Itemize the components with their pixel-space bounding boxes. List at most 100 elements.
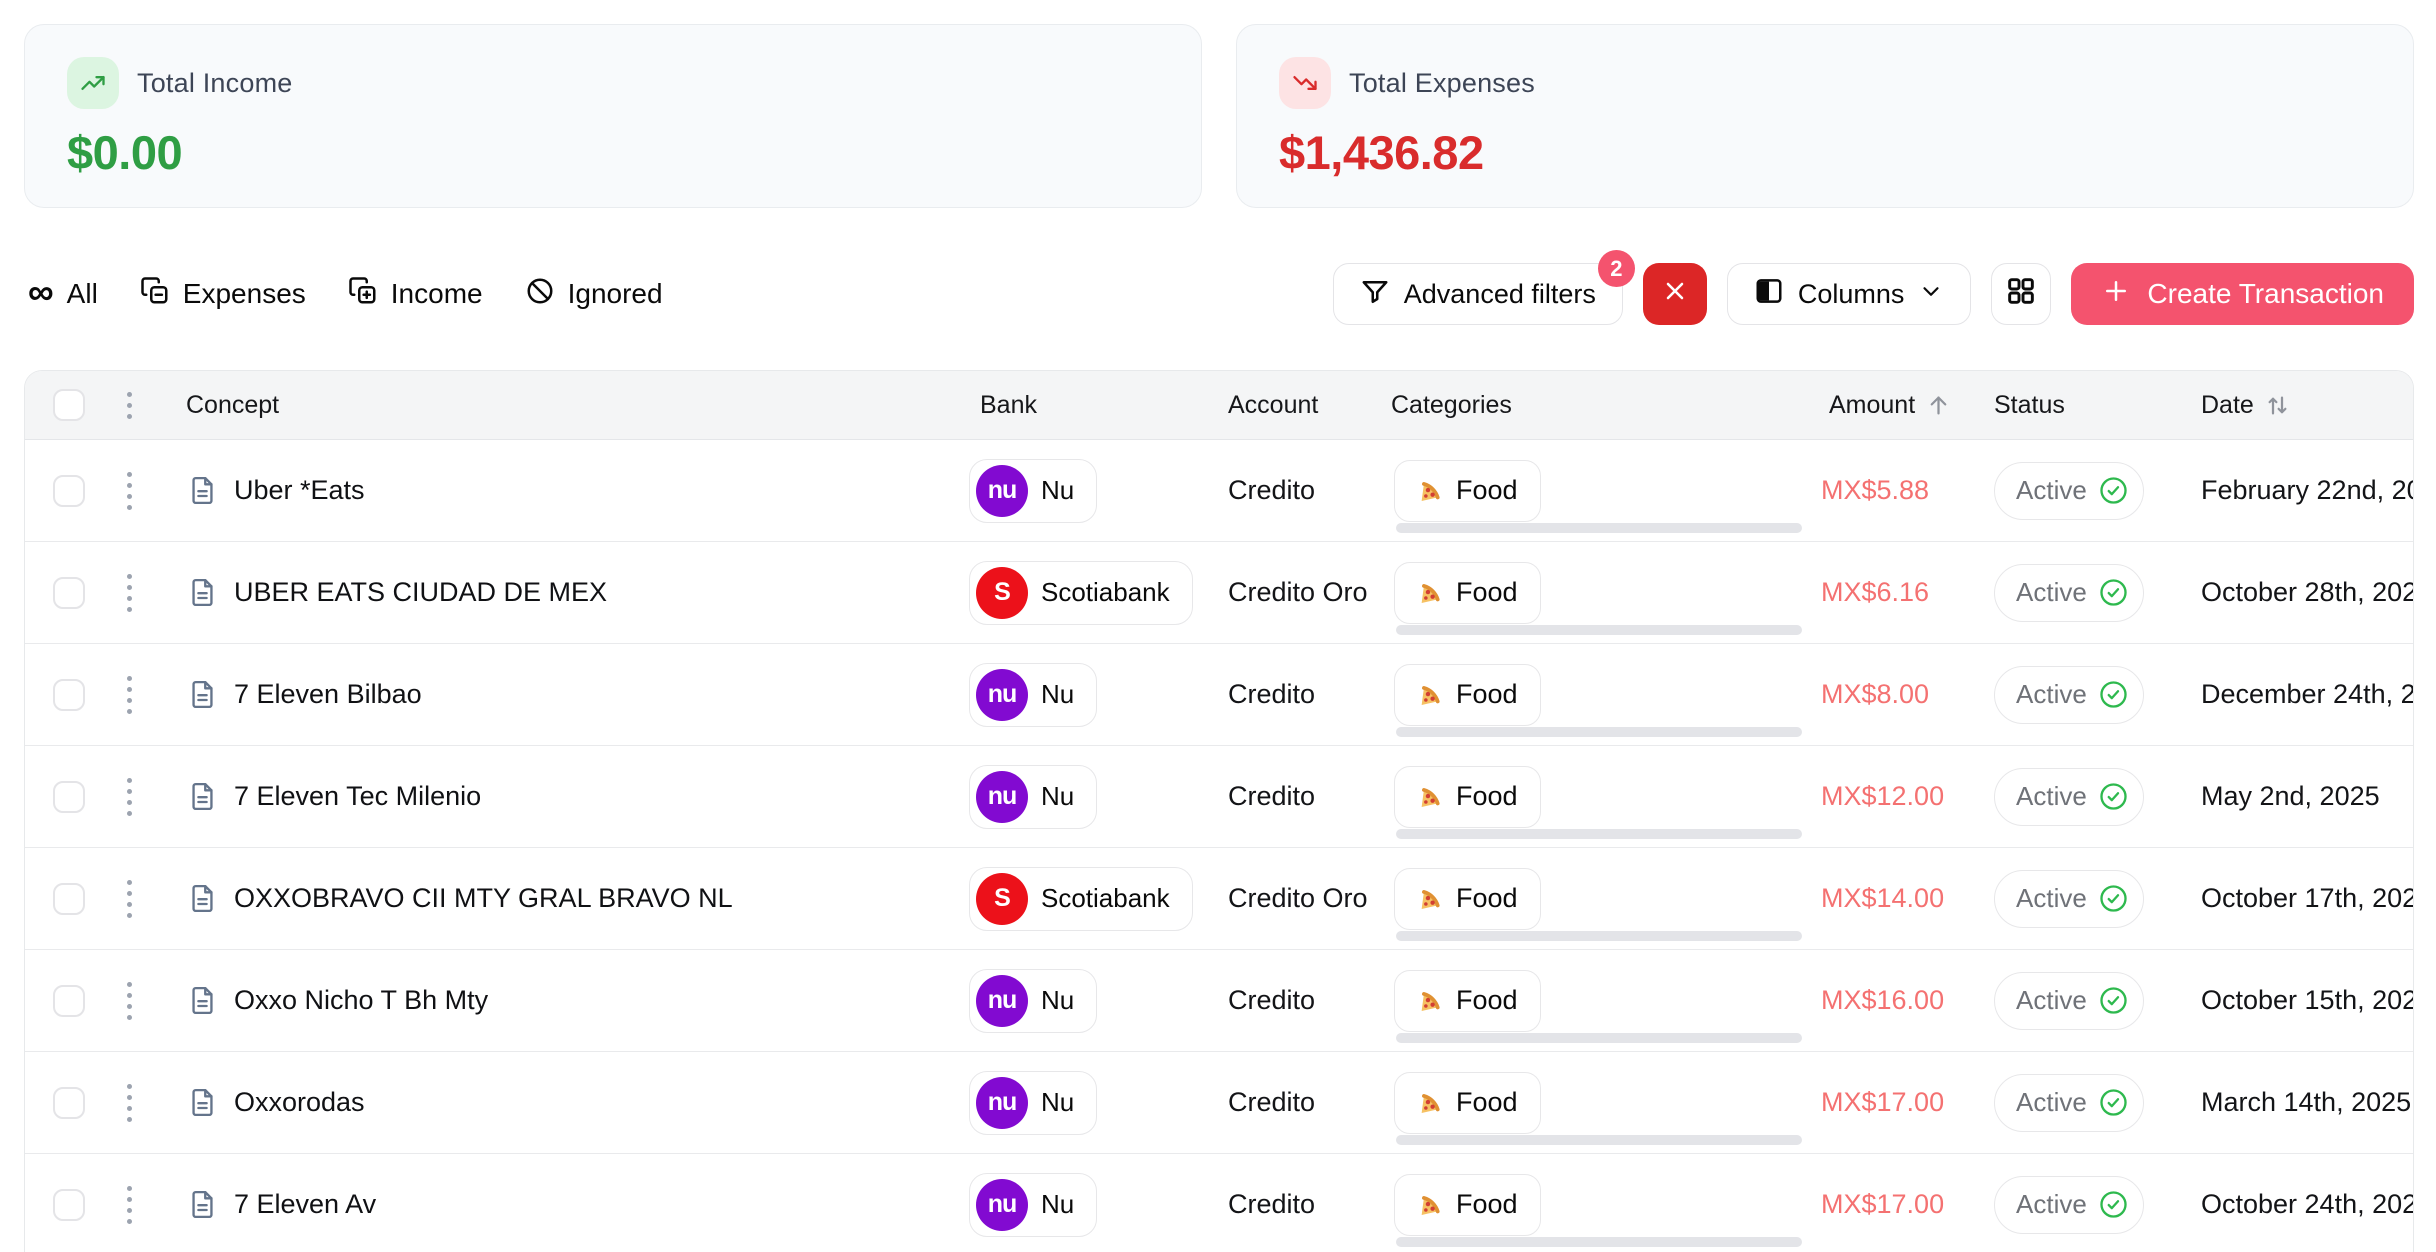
bank-badge: nu Nu <box>969 764 1098 829</box>
header-date-sort[interactable]: Date <box>2201 391 2291 420</box>
category-label: Food <box>1456 475 1518 505</box>
categories-scrollbar[interactable] <box>1396 1033 1802 1043</box>
plus-icon <box>2101 276 2131 313</box>
date-value: December 24th, 2024 <box>2201 679 2413 709</box>
bank-logo-icon: S <box>976 872 1028 925</box>
columns-label: Columns <box>1797 278 1905 309</box>
category-label: Food <box>1456 883 1518 913</box>
amount-value: MX$17.00 <box>1821 1087 1945 1117</box>
advanced-filters-button[interactable]: Advanced filters 2 <box>1332 250 1635 325</box>
row-checkbox[interactable] <box>53 474 85 507</box>
account-label: Credito <box>1228 781 1316 811</box>
category-chip: Food <box>1394 867 1541 930</box>
row-checkbox[interactable] <box>53 984 85 1017</box>
tab-ignored[interactable]: Ignored <box>525 276 663 313</box>
date-value: October 28th, 2025 <box>2201 577 2414 607</box>
pizza-icon <box>1417 1191 1444 1218</box>
bank-name: Scotiabank <box>1041 577 1170 607</box>
category-label: Food <box>1456 1189 1518 1219</box>
status-label: Active <box>2016 577 2087 607</box>
status-badge: Active <box>1994 665 2144 724</box>
tab-expenses[interactable]: Expenses <box>140 276 306 313</box>
drag-handle-icon[interactable] <box>123 1182 136 1228</box>
document-icon <box>186 678 219 711</box>
status-label: Active <box>2016 679 2087 709</box>
status-label: Active <box>2016 985 2087 1015</box>
categories-scrollbar[interactable] <box>1396 727 1802 737</box>
amount-value: MX$12.00 <box>1821 781 1945 811</box>
bank-logo-icon: nu <box>976 668 1028 721</box>
total-expenses-value: $1,436.82 <box>1279 126 1484 179</box>
bank-name: Nu <box>1041 1087 1075 1117</box>
bank-name: Nu <box>1041 985 1075 1015</box>
row-checkbox[interactable] <box>53 576 85 609</box>
bank-name: Nu <box>1041 679 1075 709</box>
categories-scrollbar[interactable] <box>1396 1135 1802 1145</box>
account-label: Credito Oro <box>1228 577 1368 607</box>
header-amount-sort[interactable]: Amount <box>1829 391 1952 420</box>
drag-handle-icon[interactable] <box>123 468 136 514</box>
sort-ascending-icon <box>1925 392 1952 419</box>
layout-grid-button[interactable] <box>1991 263 2052 325</box>
row-checkbox[interactable] <box>53 780 85 813</box>
pizza-icon <box>1417 681 1444 708</box>
categories-scrollbar[interactable] <box>1396 1237 1802 1247</box>
drag-handle-icon[interactable] <box>123 672 136 718</box>
drag-handle-icon[interactable] <box>123 1080 136 1126</box>
check-circle-icon <box>2098 577 2129 608</box>
row-checkbox[interactable] <box>53 678 85 711</box>
check-circle-icon <box>2098 781 2129 812</box>
document-icon <box>186 1086 219 1119</box>
tab-all[interactable]: ∞ All <box>28 274 98 310</box>
categories-scrollbar[interactable] <box>1396 625 1802 635</box>
pizza-icon <box>1417 579 1444 606</box>
status-badge: Active <box>1994 971 2144 1030</box>
status-badge: Active <box>1994 869 2144 928</box>
categories-scrollbar[interactable] <box>1396 931 1802 941</box>
row-checkbox[interactable] <box>53 1188 85 1221</box>
advanced-filters-label: Advanced filters <box>1403 278 1596 309</box>
bank-badge: nu Nu <box>969 1070 1098 1135</box>
row-checkbox[interactable] <box>53 1086 85 1119</box>
filter-tabs: ∞ All Expenses Income Ignored <box>24 274 663 313</box>
drag-handle-icon[interactable] <box>123 978 136 1024</box>
pizza-icon <box>1417 783 1444 810</box>
categories-scrollbar[interactable] <box>1396 829 1802 839</box>
select-all-checkbox[interactable] <box>53 389 85 421</box>
row-checkbox[interactable] <box>53 882 85 915</box>
table-header-row: Concept Bank Account Categories Amount S… <box>25 371 2413 440</box>
total-income-label: Total Income <box>137 67 293 98</box>
categories-scrollbar[interactable] <box>1396 523 1802 533</box>
tab-income[interactable]: Income <box>348 276 483 313</box>
table-row: 7 Eleven Av nu Nu Credito Food MX$17.00 … <box>25 1154 2413 1252</box>
bank-badge: S Scotiabank <box>969 866 1193 931</box>
header-status: Status <box>1994 390 2065 419</box>
x-icon <box>1661 277 1689 312</box>
clear-filters-button[interactable] <box>1642 263 1707 325</box>
status-badge: Active <box>1994 1175 2144 1234</box>
bank-name: Nu <box>1041 475 1075 505</box>
table-row: 7 Eleven Bilbao nu Nu Credito Food MX$8.… <box>25 644 2413 746</box>
bank-name: Nu <box>1041 1189 1075 1219</box>
drag-handle-icon[interactable] <box>123 570 136 616</box>
pizza-icon <box>1417 885 1444 912</box>
trending-down-icon <box>1279 57 1331 109</box>
filters-count-badge: 2 <box>1597 250 1635 287</box>
document-icon <box>186 780 219 813</box>
category-chip: Food <box>1394 663 1541 726</box>
bank-badge: nu Nu <box>969 458 1098 523</box>
amount-value: MX$16.00 <box>1821 985 1945 1015</box>
drag-handle-icon[interactable] <box>123 876 136 922</box>
create-transaction-button[interactable]: Create Transaction <box>2071 263 2414 325</box>
transactions-table: Concept Bank Account Categories Amount S… <box>24 370 2414 1252</box>
total-income-value: $0.00 <box>67 126 183 179</box>
bank-badge: nu Nu <box>969 968 1098 1033</box>
table-row: 7 Eleven Tec Milenio nu Nu Credito Food … <box>25 746 2413 848</box>
amount-value: MX$8.00 <box>1821 679 1930 709</box>
table-row: Uber *Eats nu Nu Credito Food MX$5.88 Ac… <box>25 440 2413 542</box>
drag-handle-icon[interactable] <box>123 774 136 820</box>
columns-button[interactable]: Columns <box>1726 263 1972 325</box>
table-row: UBER EATS CIUDAD DE MEX S Scotiabank Cre… <box>25 542 2413 644</box>
bank-logo-icon: S <box>976 566 1028 619</box>
account-label: Credito <box>1228 1087 1316 1117</box>
